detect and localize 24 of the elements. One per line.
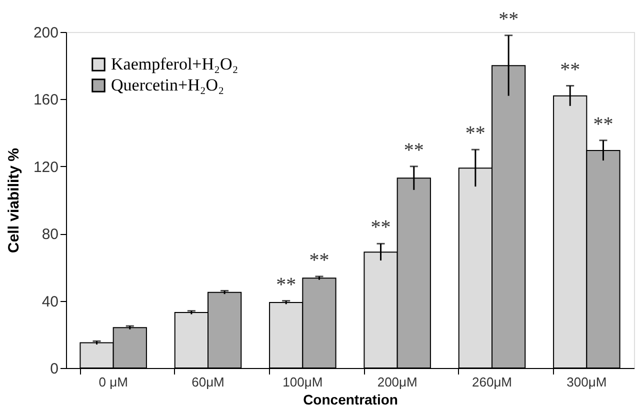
y-tick-label: 160 [33, 92, 58, 109]
x-tick-label: 60μM [192, 374, 224, 390]
data-label: ** [309, 249, 330, 272]
legend-label: Quercetin+H₂O₂ [111, 76, 224, 94]
data-label: ** [404, 139, 424, 162]
y-axis-title: Cell viability % [5, 148, 22, 254]
x-tick-label: 300μM [566, 374, 607, 390]
x-axis-title: Concentration [303, 392, 398, 408]
x-tick-label: 260μM [472, 374, 512, 390]
legend-label: Kaempferol+H₂O₂ [111, 54, 238, 74]
y-tick-label: 200 [33, 24, 58, 42]
x-tick-label: 200μM [377, 374, 418, 390]
x-tick-label: 100μM [282, 374, 323, 390]
data-label: ** [465, 122, 486, 145]
data-label: ** [560, 58, 580, 81]
data-label: ** [593, 113, 614, 136]
y-tick-label: 0 [50, 360, 58, 378]
data-label: ** [276, 274, 296, 296]
data-label: ** [370, 216, 391, 239]
y-tick-label: 80 [42, 226, 58, 244]
data-label: ** [498, 8, 519, 30]
y-tick-label: 40 [42, 293, 58, 310]
x-tick-label: 0 μM [98, 374, 128, 390]
y-tick-label: 120 [33, 158, 58, 176]
